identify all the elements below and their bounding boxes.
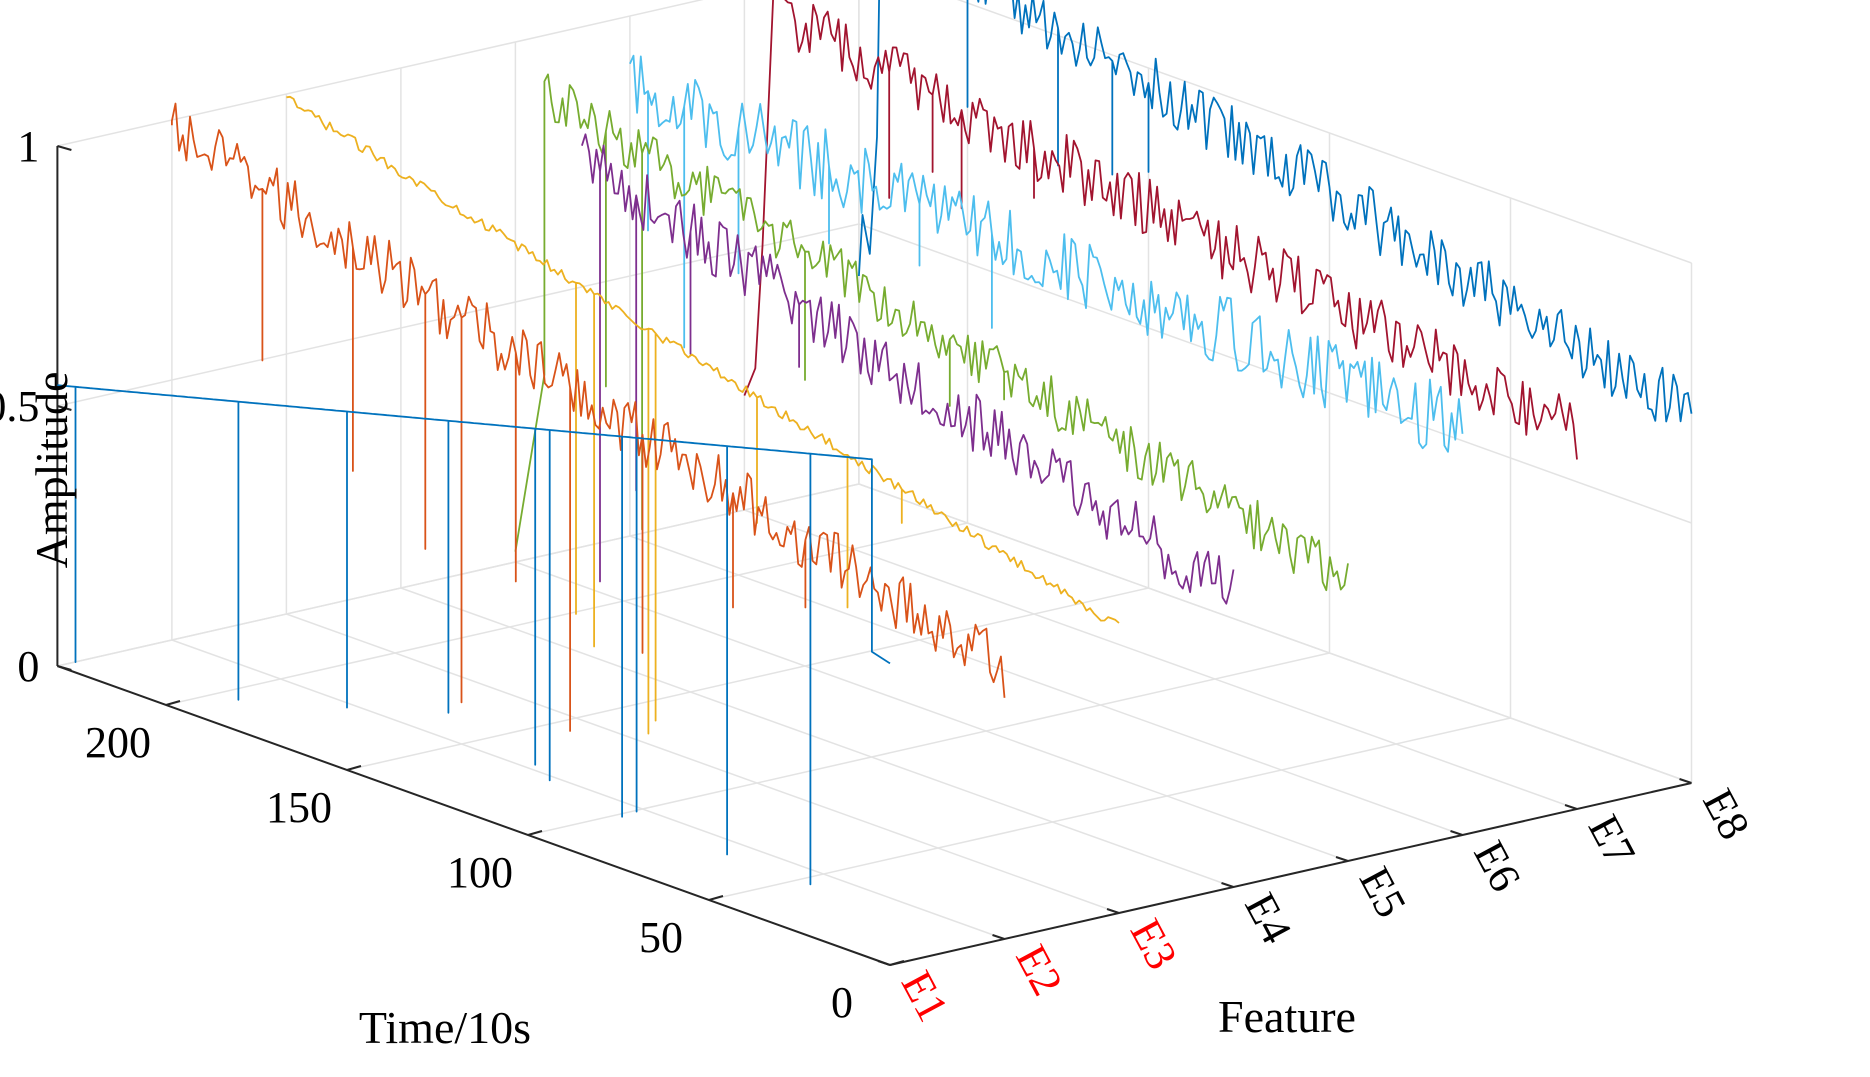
feature-tick-label: E5 [1350, 859, 1416, 925]
amplitude-tick-label: 0.5 [0, 382, 39, 431]
feature-tick-label: E8 [1693, 781, 1759, 847]
time-tick-label: 200 [85, 718, 151, 767]
series-line-e6 [629, 54, 1464, 453]
amplitude-axis-label: Amplitude [26, 372, 77, 569]
side-wall-horizontal-gridline [858, 223, 1692, 524]
time-axis-label: Time/10s [359, 1002, 531, 1053]
floor-feature-gridline [400, 587, 1234, 888]
series-line-e1 [57, 384, 891, 886]
series-line-e8 [858, 0, 1693, 423]
feature-tick-mark [877, 960, 891, 966]
feature-tick-label: E7 [1579, 807, 1645, 873]
series-line-e7 [743, 0, 1578, 460]
series-layer [57, 0, 1693, 886]
time-tick-label: 50 [639, 913, 683, 962]
feature-tick-label: E4 [1235, 885, 1301, 951]
back-wall-horizontal-gridline [57, 0, 704, 147]
feature-axis-line [889, 782, 1692, 966]
axes [56, 145, 1692, 966]
floor-feature-gridline [629, 535, 1463, 836]
amplitude-tick-label: 1 [17, 122, 39, 171]
floor-time-gridline [57, 483, 860, 667]
floor-time-gridline [165, 522, 968, 706]
feature-axis-label: Feature [1218, 991, 1356, 1042]
feature-tick-mark [1564, 804, 1578, 810]
back-wall-grid [56, 0, 860, 667]
floor-feature-gridline [515, 561, 1349, 862]
amplitude-tick-mark [57, 405, 72, 411]
feature-tick-label: E6 [1464, 833, 1530, 899]
back-wall-horizontal-gridline [57, 223, 860, 407]
side-wall-horizontal-gridline [956, 0, 1692, 264]
time-tick-mark [708, 895, 724, 901]
time-tick-label: 150 [266, 783, 332, 832]
feature-tick-mark [1106, 908, 1120, 914]
time-tick-mark [889, 960, 905, 966]
feature-tick-mark [1450, 830, 1463, 836]
feature-tick-label: E2 [1006, 937, 1072, 1003]
feature-tick-mark [992, 934, 1005, 940]
series-line-e4 [581, 133, 1235, 605]
series-line-e3 [286, 95, 1120, 735]
feature-tick-label: E3 [1121, 911, 1187, 977]
floor-feature-gridline [286, 613, 1120, 914]
time-tick-mark [165, 700, 181, 706]
amplitude-tick-mark [57, 665, 72, 671]
time-tick-mark [527, 830, 543, 836]
floor-feature-gridline [744, 509, 1578, 810]
feature-tick-mark [1221, 882, 1234, 888]
floor-time-gridline [527, 652, 1330, 836]
side-wall-horizontal-gridline [858, 483, 1692, 784]
floor-time-gridline [708, 717, 1511, 901]
time-tick-mark [346, 765, 362, 771]
feature-tick-label: E1 [892, 963, 958, 1029]
amplitude-tick-mark [57, 145, 72, 151]
feature-tick-mark [1679, 778, 1692, 784]
tick-labels: 0 50 100 150 200 0 0.5 1 E1 E2 E3 E4 E5 E6 E7 E8 [0, 122, 1759, 1029]
feature-tick-mark [1335, 856, 1349, 862]
series-line-e5 [514, 73, 1349, 592]
floor-time-gridline [346, 587, 1149, 771]
floor-grid [57, 483, 1692, 966]
time-axis-line [57, 665, 891, 966]
amplitude-tick-label: 0 [17, 642, 39, 691]
time-tick-label: 0 [831, 978, 853, 1027]
series-line-e2 [171, 102, 1006, 732]
floor-feature-gridline [171, 639, 1005, 940]
time-tick-label: 100 [447, 848, 513, 897]
